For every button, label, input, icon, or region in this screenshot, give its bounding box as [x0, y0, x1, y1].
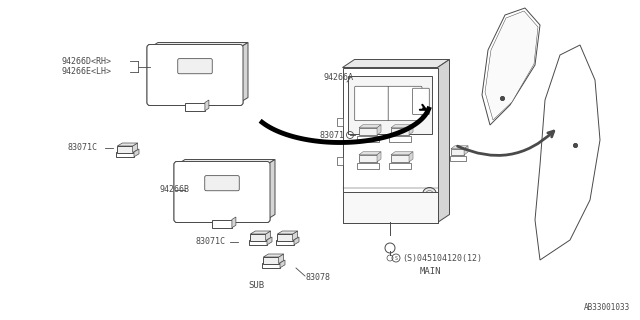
Polygon shape — [277, 231, 298, 234]
Bar — [357, 163, 379, 169]
Bar — [337, 156, 342, 164]
Polygon shape — [117, 143, 138, 146]
Polygon shape — [359, 125, 381, 128]
Bar — [116, 152, 134, 157]
FancyBboxPatch shape — [147, 44, 243, 106]
FancyBboxPatch shape — [413, 88, 429, 115]
Polygon shape — [240, 43, 248, 102]
Polygon shape — [482, 8, 540, 125]
Polygon shape — [409, 152, 413, 162]
Polygon shape — [464, 146, 468, 155]
Bar — [449, 156, 465, 161]
Bar — [250, 234, 266, 241]
Bar — [212, 220, 232, 228]
Bar — [451, 149, 464, 155]
Bar — [348, 76, 432, 134]
Polygon shape — [535, 45, 600, 260]
Polygon shape — [280, 260, 285, 268]
Bar — [263, 257, 278, 264]
Polygon shape — [409, 125, 413, 135]
Polygon shape — [177, 159, 275, 164]
Polygon shape — [359, 152, 381, 155]
Bar — [276, 240, 294, 245]
Polygon shape — [232, 217, 236, 228]
Bar — [277, 234, 292, 241]
Polygon shape — [451, 146, 468, 149]
FancyBboxPatch shape — [355, 86, 388, 121]
Bar — [391, 155, 409, 162]
Bar — [359, 128, 377, 135]
Polygon shape — [342, 60, 449, 68]
FancyBboxPatch shape — [174, 162, 270, 222]
Text: 83071: 83071 — [320, 131, 345, 140]
Bar — [337, 118, 342, 126]
Polygon shape — [267, 159, 275, 220]
Polygon shape — [132, 143, 138, 153]
Circle shape — [422, 188, 436, 202]
Bar — [342, 68, 438, 222]
Polygon shape — [391, 152, 413, 155]
Text: (S)045104120(12): (S)045104120(12) — [402, 253, 482, 262]
Polygon shape — [294, 237, 299, 245]
Bar — [185, 102, 205, 111]
Polygon shape — [391, 125, 413, 128]
Text: 94266E<LH>: 94266E<LH> — [62, 68, 112, 76]
Bar — [262, 263, 280, 268]
Polygon shape — [266, 231, 271, 241]
Bar — [391, 128, 409, 135]
Text: 94266A: 94266A — [323, 74, 353, 83]
FancyBboxPatch shape — [174, 162, 270, 222]
Polygon shape — [377, 125, 381, 135]
Text: 94266D<RH>: 94266D<RH> — [62, 57, 112, 66]
Bar — [389, 136, 411, 142]
Bar — [117, 146, 132, 153]
FancyBboxPatch shape — [205, 176, 239, 191]
Text: 94266B: 94266B — [160, 186, 190, 195]
Text: 83078: 83078 — [305, 274, 330, 283]
Polygon shape — [250, 231, 271, 234]
Text: MAIN: MAIN — [420, 267, 442, 276]
Polygon shape — [134, 149, 139, 157]
Polygon shape — [292, 231, 298, 241]
FancyBboxPatch shape — [147, 44, 243, 106]
Polygon shape — [278, 254, 284, 264]
Text: 83071C: 83071C — [195, 237, 225, 246]
Polygon shape — [263, 254, 284, 257]
Polygon shape — [377, 152, 381, 162]
Polygon shape — [267, 237, 272, 245]
Text: S: S — [395, 255, 397, 260]
FancyBboxPatch shape — [178, 59, 212, 74]
Bar — [342, 191, 438, 222]
Polygon shape — [438, 60, 449, 222]
Text: 83071C: 83071C — [68, 143, 98, 153]
Polygon shape — [485, 11, 538, 120]
Polygon shape — [150, 43, 248, 47]
FancyBboxPatch shape — [388, 86, 422, 121]
Bar — [249, 240, 267, 245]
Text: AB33001033: AB33001033 — [584, 303, 630, 312]
Polygon shape — [205, 100, 209, 111]
Text: SUB: SUB — [248, 281, 264, 290]
Bar — [359, 155, 377, 162]
Bar — [357, 136, 379, 142]
Bar — [389, 163, 411, 169]
